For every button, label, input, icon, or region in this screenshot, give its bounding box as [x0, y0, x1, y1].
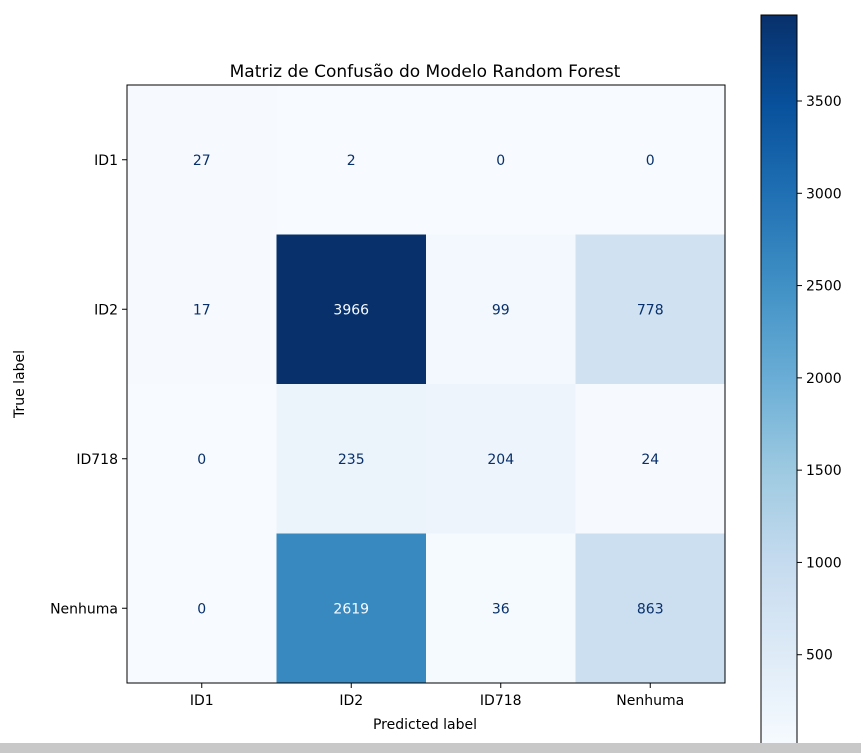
x-tick-label: Nenhuma [616, 693, 684, 709]
cell-value-label: 235 [338, 452, 365, 468]
cell-value-label: 36 [492, 601, 510, 617]
y-axis-label: True label [12, 350, 28, 419]
cell-value-label: 0 [496, 153, 505, 169]
chart-title: Matriz de Confusão do Modelo Random Fore… [230, 62, 621, 82]
y-tick-label: ID1 [94, 153, 118, 169]
heatmap-cell [426, 533, 576, 684]
cell-value-label: 0 [197, 601, 206, 617]
cell-value-label: 778 [637, 302, 664, 318]
colorbar-tick-label: 500 [806, 648, 833, 664]
x-tick-label: ID2 [339, 693, 363, 709]
colorbar-ticks: 500 1000 1500 2000 2500 3000 3500 [797, 94, 842, 664]
colorbar-tick-label: 1500 [806, 463, 842, 479]
heatmap-cell [276, 234, 427, 385]
cell-value-label: 27 [193, 153, 211, 169]
heatmap-cell [575, 85, 726, 235]
heatmap-cell [127, 384, 277, 534]
heatmap-cell [127, 85, 277, 235]
heatmap-cell [426, 234, 576, 385]
heatmap-cell [575, 384, 726, 534]
y-tick-label: Nenhuma [50, 601, 118, 617]
cell-value-label: 2619 [333, 601, 369, 617]
y-tick-label: ID2 [94, 302, 118, 318]
colorbar-tick-label: 2500 [806, 279, 842, 295]
heatmap-cell [426, 384, 576, 534]
colorbar [760, 14, 798, 745]
colorbar-tick-label: 3500 [806, 94, 842, 110]
heatmap-cell [127, 234, 277, 385]
x-axis-ticks: ID1 ID2 ID718 Nenhuma [190, 683, 684, 709]
x-tick-label: ID1 [190, 693, 214, 709]
window-bottom-edge [0, 743, 861, 753]
cell-value-label: 0 [646, 153, 655, 169]
heatmap-cell [575, 533, 726, 684]
cell-value-label: 2 [347, 153, 356, 169]
heatmap-cell [127, 533, 277, 684]
heatmap-cell-labels: 27 2 0 0 17 3966 99 778 0 235 204 24 0 2619 36 863 [193, 153, 664, 618]
colorbar-tick-label: 1000 [806, 555, 842, 571]
cell-value-label: 99 [492, 302, 510, 318]
heatmap-cell [276, 384, 427, 534]
cell-value-label: 17 [193, 302, 211, 318]
x-axis-label: Predicted label [373, 717, 477, 733]
heatmap-cell [426, 85, 576, 235]
heatmap-cell [276, 533, 427, 684]
colorbar-tick-label: 3000 [806, 186, 842, 202]
cell-value-label: 0 [197, 452, 206, 468]
y-tick-label: ID718 [76, 452, 118, 468]
cell-value-label: 24 [641, 452, 659, 468]
heatmap-cells [127, 85, 726, 684]
heatmap-cell [575, 234, 726, 385]
colorbar-tick-label: 2000 [806, 371, 842, 387]
heatmap-cell [276, 85, 427, 235]
cell-value-label: 863 [637, 601, 664, 617]
cell-value-label: 3966 [333, 302, 369, 318]
plot-frame [126, 84, 726, 684]
x-tick-label: ID718 [480, 693, 522, 709]
cell-value-label: 204 [487, 452, 514, 468]
y-axis-ticks: ID1 ID2 ID718 Nenhuma [50, 153, 127, 617]
